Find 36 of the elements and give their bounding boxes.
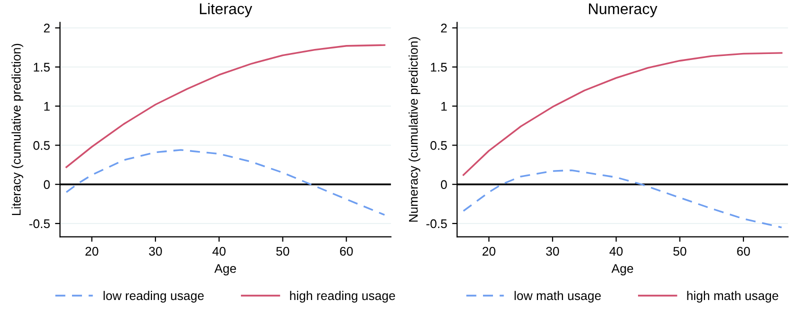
y-axis-title: Literacy (cumulative prediction) [12, 44, 24, 216]
x-tick-label: 30 [546, 246, 560, 256]
x-tick-label: 20 [482, 246, 496, 256]
y-tick-label: 1.5 [430, 62, 447, 72]
legend-label: high reading usage [290, 290, 396, 303]
y-tick-label: 0.5 [33, 141, 50, 150]
x-axis-title: Age [214, 264, 236, 276]
y-tick-label: 1 [44, 102, 50, 111]
legend-label: high math usage [687, 290, 778, 303]
y-tick-label: 2 [441, 24, 447, 32]
x-tick-label: 50 [276, 246, 290, 256]
x-tick-label: 40 [610, 246, 623, 256]
line-series [462, 52, 782, 176]
x-axis-title: Age [611, 264, 634, 276]
y-tick-label: -0.5 [29, 219, 50, 228]
x-tick-label: 60 [737, 246, 750, 256]
line-series [462, 169, 782, 228]
y-tick-label: 2 [44, 24, 50, 32]
legend-label: low reading usage [104, 290, 204, 303]
x-tick-label: 40 [212, 246, 226, 256]
y-tick-label: 1 [441, 102, 447, 111]
chart-title: Numeracy [588, 4, 658, 18]
y-tick-label: 0.5 [430, 141, 447, 150]
y-tick-label: 0 [440, 180, 447, 190]
y-tick-label: -0.5 [426, 219, 447, 228]
y-axis-title: Numeracy (cumulative prediction) [408, 37, 420, 222]
x-tick-label: 20 [85, 246, 98, 256]
line-series [66, 44, 386, 168]
y-tick-label: 0 [44, 180, 50, 190]
x-tick-label: 30 [148, 246, 162, 256]
x-tick-label: 60 [340, 246, 353, 256]
line-series [66, 149, 386, 216]
chart-title: Literacy [200, 2, 252, 18]
y-tick-label: 1.5 [34, 62, 50, 72]
x-tick-label: 50 [673, 246, 686, 256]
legend-label: low math usage [514, 290, 601, 303]
